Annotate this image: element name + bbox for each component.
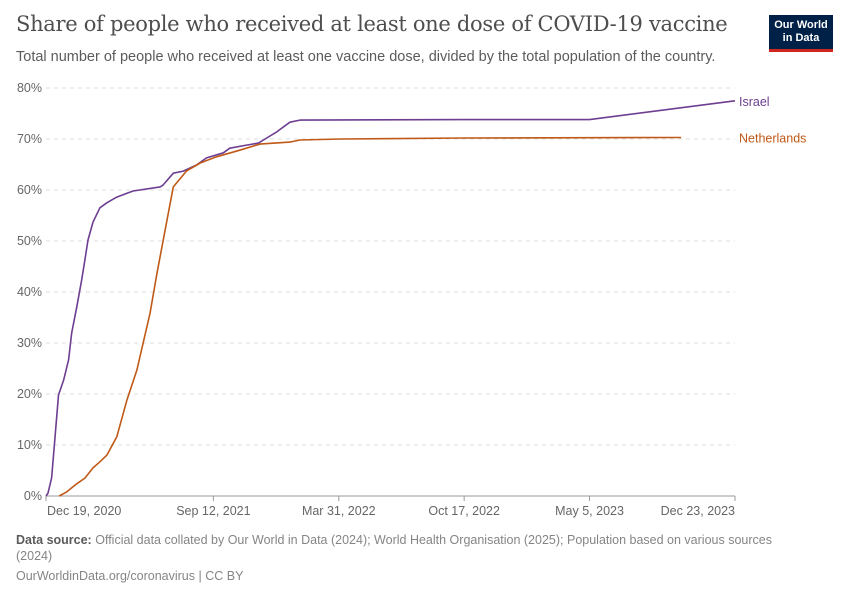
y-tick-label: 10% — [17, 438, 42, 452]
x-tick-label: Dec 23, 2023 — [661, 504, 735, 518]
y-tick-label: 70% — [17, 132, 42, 146]
x-tick-label: Oct 17, 2022 — [428, 504, 500, 518]
series-label-israel: Israel — [739, 95, 770, 109]
y-tick-label: 60% — [17, 183, 42, 197]
source-label: Data source: — [16, 533, 92, 547]
data-source: Data source: Official data collated by O… — [16, 532, 796, 564]
chart-subtitle: Total number of people who received at l… — [16, 49, 716, 65]
series-line-netherlands — [58, 136, 682, 497]
series-label-netherlands: Netherlands — [739, 131, 806, 145]
x-tick-label: Sep 12, 2021 — [176, 504, 250, 518]
source-text: Official data collated by Our World in D… — [16, 533, 772, 563]
source-link[interactable]: OurWorldinData.org/coronavirus | CC BY — [16, 569, 244, 583]
y-tick-label: 50% — [17, 234, 42, 248]
chart-title: Share of people who received at least on… — [16, 12, 728, 36]
x-tick-label: May 5, 2023 — [555, 504, 624, 518]
y-tick-label: 80% — [17, 81, 42, 95]
y-tick-label: 40% — [17, 285, 42, 299]
x-tick-label: Dec 19, 2020 — [47, 504, 121, 518]
series-line-israel — [45, 100, 736, 497]
y-tick-label: 20% — [17, 387, 42, 401]
owid-logo[interactable]: Our World in Data — [769, 15, 833, 52]
y-tick-label: 30% — [17, 336, 42, 350]
x-tick-label: Mar 31, 2022 — [302, 504, 376, 518]
y-tick-label: 0% — [24, 489, 42, 503]
